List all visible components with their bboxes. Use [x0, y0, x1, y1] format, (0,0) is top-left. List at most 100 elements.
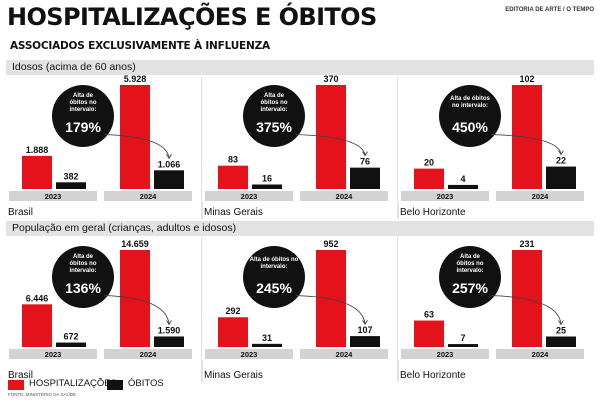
credit-label: EDITORIA DE ARTE / O TEMPO: [505, 7, 594, 13]
value-label-obitos-2023: 31: [262, 333, 272, 343]
callout-text-line: óbitos no: [261, 100, 288, 106]
value-label-hospitalizacoes-2024: 5.928: [124, 74, 147, 84]
year-band-2023: [401, 191, 489, 201]
bar-obitos-2024: [546, 336, 576, 347]
legend-swatch-obitos: [107, 380, 123, 390]
callout-text-line: óbitos no: [70, 100, 97, 106]
legend-label-hospitalizacoes: HOSPITALIZAÇÕES: [29, 378, 117, 389]
section-header-idosos: Idosos (acima de 60 anos): [6, 60, 594, 75]
callout-text-line: Alta de óbitos no: [250, 257, 299, 263]
region-label-belo-horizonte: Belo Horizonte: [400, 370, 466, 381]
value-label-obitos-2024: 107: [357, 325, 372, 335]
year-band-2024: [104, 191, 192, 201]
callout-circle: [52, 246, 114, 308]
year-label-2024: 2024: [532, 350, 550, 359]
value-label-obitos-2024: 22: [556, 156, 566, 166]
callout-arrow-line: [104, 295, 170, 324]
callout-arrow-line: [104, 134, 170, 158]
callout-circle: [243, 246, 305, 308]
callout-text-line: intervalo:: [260, 107, 287, 113]
bar-obitos-2024: [350, 336, 380, 347]
callout-text-line: óbitos no: [70, 261, 97, 267]
year-label-2023: 2023: [241, 350, 258, 359]
region-label-brasil: Brasil: [8, 370, 33, 381]
callout-text-line: óbitos no: [457, 261, 484, 267]
callout-arrow-line: [491, 134, 562, 154]
callout-text-line: Alta de óbitos: [450, 96, 490, 102]
value-label-hospitalizacoes-2024: 370: [323, 74, 338, 84]
chart-panel-minas-gerais-2: 2023 2024 292 31 952 107 Alta de óbitos nointe…: [202, 237, 399, 382]
year-label-2024: 2024: [140, 192, 158, 201]
value-label-hospitalizacoes-2023: 292: [225, 306, 240, 316]
callout-text-line: intervalo:: [456, 268, 483, 274]
year-label-2023: 2023: [45, 192, 62, 201]
value-label-hospitalizacoes-2024: 14.659: [121, 239, 149, 249]
callout-circle: [439, 85, 501, 147]
callout-text-line: intervalo:: [260, 264, 287, 270]
year-label-2024: 2024: [532, 192, 550, 201]
value-label-obitos-2023: 7: [460, 333, 465, 343]
callout-circle: [243, 85, 305, 147]
chart-panel-brasil-2: 2023 2024 6.446 672 14.659 1.590 Alta deóbitos…: [6, 237, 203, 382]
value-label-obitos-2024: 1.590: [158, 325, 181, 335]
callout-value: 179%: [65, 119, 101, 135]
year-label-2024: 2024: [336, 192, 354, 201]
region-label-minas-gerais: Minas Gerais: [204, 370, 263, 381]
value-label-hospitalizacoes-2023: 63: [424, 310, 434, 320]
callout-arrow-head: [166, 320, 172, 326]
region-label-brasil: Brasil: [8, 207, 33, 218]
callout-value: 257%: [452, 280, 488, 296]
callout-arrow-line: [295, 134, 366, 155]
value-label-obitos-2024: 76: [360, 157, 370, 167]
year-band-2023: [205, 349, 293, 359]
bar-hospitalizacoes-2023: [22, 304, 52, 347]
year-label-2023: 2023: [241, 192, 258, 201]
callout-circle: [52, 85, 114, 147]
bar-obitos-2024: [154, 170, 184, 189]
year-band-2024: [496, 191, 584, 201]
callout-arrow-line: [295, 295, 366, 324]
year-band-2024: [300, 191, 388, 201]
bar-hospitalizacoes-2023: [414, 168, 444, 189]
bar-obitos-2023: [448, 184, 478, 189]
bar-obitos-2023: [252, 343, 282, 347]
bar-hospitalizacoes-2023: [22, 155, 52, 189]
bar-hospitalizacoes-2023: [218, 317, 248, 347]
year-band-2023: [401, 349, 489, 359]
callout-text-line: intervalo:: [69, 268, 96, 274]
callout-arrow-head: [558, 320, 564, 326]
callout-arrow-head: [362, 319, 368, 325]
callout-circle: [439, 246, 501, 308]
value-label-hospitalizacoes-2023: 1.888: [26, 145, 49, 155]
value-label-obitos-2023: 672: [63, 332, 78, 342]
year-label-2023: 2023: [437, 192, 454, 201]
value-label-hospitalizacoes-2024: 102: [519, 74, 534, 84]
value-label-hospitalizacoes-2023: 6.446: [26, 293, 49, 303]
year-label-2024: 2024: [336, 350, 354, 359]
year-label-2023: 2023: [45, 350, 62, 359]
value-label-obitos-2023: 4: [460, 174, 465, 184]
bar-obitos-2024: [154, 336, 184, 347]
value-label-hospitalizacoes-2024: 231: [519, 239, 534, 249]
legend-label-obitos: ÓBITOS: [128, 378, 164, 389]
page-title: HOSPITALIZAÇÕES E ÓBITOS: [7, 3, 377, 31]
legend-swatch-hospitalizacoes: [8, 380, 24, 390]
callout-arrow-head: [362, 151, 368, 157]
callout-value: 450%: [452, 119, 488, 135]
year-band-2023: [9, 191, 97, 201]
value-label-obitos-2024: 25: [556, 326, 566, 336]
bar-obitos-2023: [56, 342, 86, 347]
bar-hospitalizacoes-2024: [316, 85, 346, 189]
callout-text-line: Alta de: [264, 93, 285, 99]
year-band-2024: [300, 349, 388, 359]
chart-panel-brasil-1: 2023 2024 1.888 382 5.928 1.066 Alta deóbitos …: [6, 74, 203, 219]
value-label-hospitalizacoes-2024: 952: [323, 239, 338, 249]
callout-text-line: no intervalo:: [452, 103, 488, 109]
bar-obitos-2023: [448, 344, 478, 347]
bar-obitos-2024: [546, 166, 576, 189]
bar-hospitalizacoes-2024: [512, 250, 542, 347]
